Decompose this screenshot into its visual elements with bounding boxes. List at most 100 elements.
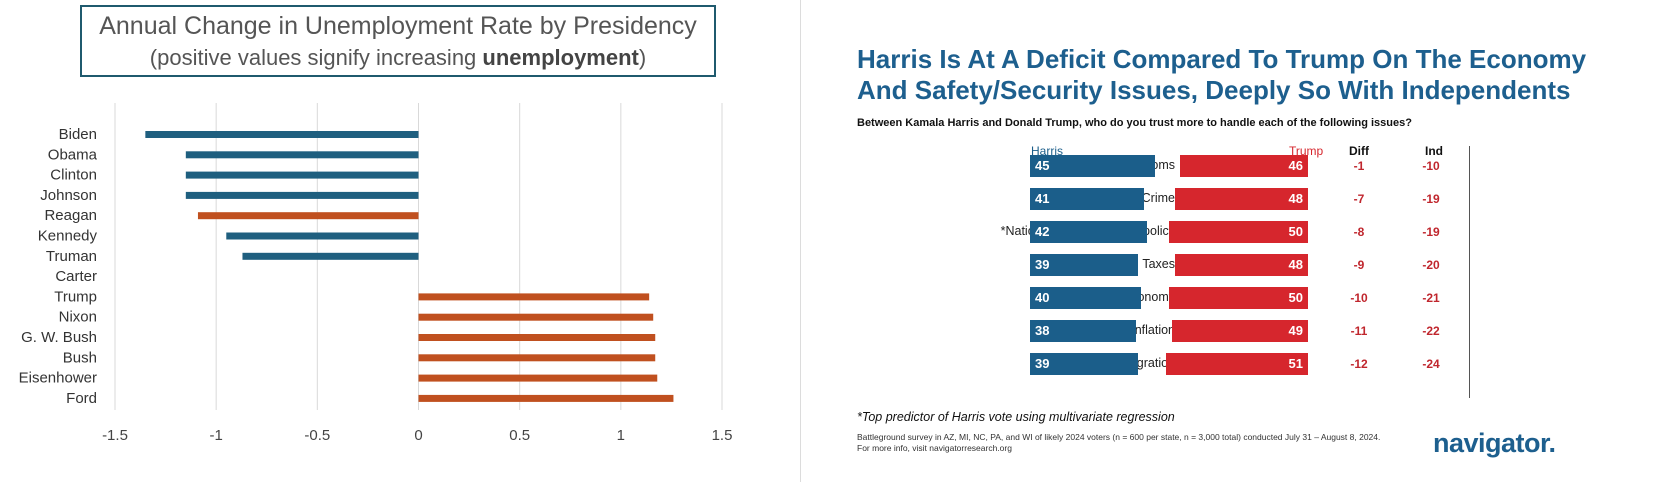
ind-value: -19 [1422,192,1440,206]
diff-value: -8 [1353,225,1365,239]
ind-column-header: Ind [1425,144,1443,158]
trump-bar: 48 [1174,188,1308,210]
category-label: Obama [48,146,98,163]
poll-row: Crime 41 48 -7 -19 [801,188,1657,210]
trump-bar: 49 [1171,320,1308,342]
panel-divider [800,0,801,482]
harris-value: 39 [1035,257,1050,272]
poll-title: Harris Is At A Deficit Compared To Trump… [857,44,1587,105]
ind-value: -22 [1422,324,1440,338]
harris-bar: 39 [1030,254,1139,276]
chart-subtitle-suffix: ) [638,45,647,70]
harris-value: 40 [1035,290,1050,305]
ind-value: -10 [1422,159,1440,173]
issue-label: Taxes [1142,257,1175,271]
poll-row: Our rights and freedoms4546-1-10 [801,155,1657,177]
trump-column-header: Trump [1289,144,1324,158]
chart-title-box: Annual Change in Unemployment Rate by Pr… [80,5,716,77]
trump-bar: 50 [1169,221,1308,243]
bar-ford [418,394,674,402]
category-label: Nixon [59,309,97,326]
poll-footnote: *Top predictor of Harris vote using mult… [857,410,1175,424]
bar-kennedy [226,232,419,240]
harris-column-header: Harris [1031,144,1063,158]
poll-row: Immigration 39 51 -12 -24 [801,353,1657,375]
chart-subtitle-prefix: (positive values signify increasing [149,45,483,70]
harris-bar: 42 [1030,221,1147,243]
unemployment-chart-panel: -1.5 -1 -0.5 0 0.5 1 1.5 Biden Obama Clinton Johns… [0,0,800,482]
poll-row: Inflation 38 49 -11 -22 [801,320,1657,342]
harris-bar: 39 [1030,353,1139,375]
bar-biden [145,131,419,138]
navigator-logo: navigator. [1433,428,1556,458]
harris-bar: 41 [1030,188,1144,210]
bar-clinton [185,171,419,179]
category-label: Ford [66,390,97,407]
bar-trump [418,293,650,301]
category-label: Trump [54,288,97,305]
issue-label: Crime [1141,191,1175,205]
diff-value: -12 [1350,357,1368,371]
category-label: Biden [59,126,97,143]
ind-value: -20 [1422,258,1440,272]
source-line-2: For more info, visit navigatorresearch.o… [857,443,1012,453]
x-tick-label: -1.5 [102,427,128,444]
ind-value: -21 [1422,291,1440,305]
diff-value: -11 [1350,324,1368,338]
category-label: Johnson [40,187,97,204]
x-tick-label: 0 [414,427,422,444]
bar-johnson [185,191,419,199]
trump-bar: 50 [1169,287,1308,309]
chart-subtitle: (positive values signify increasing unem… [82,45,714,71]
harris-value: 42 [1035,224,1050,239]
bar-g-w-bush [418,334,656,341]
category-label: Bush [63,349,97,366]
category-label: Reagan [44,207,97,224]
chart-subtitle-emphasis: unemployment [482,45,639,70]
harris-value: 39 [1035,356,1050,371]
trump-value: 50 [1288,290,1303,305]
trump-value: 49 [1288,323,1303,338]
unemployment-chart: -1.5 -1 -0.5 0 0.5 1 1.5 Biden Obama Clinton Johns… [19,103,733,444]
poll-row: Taxes 39 48 -9 -20 [801,254,1657,276]
harris-value: 41 [1035,191,1050,206]
category-label: G. W. Bush [21,329,97,346]
trump-value: 50 [1288,224,1303,239]
trump-bar: 51 [1166,353,1308,375]
bar-eisenhower [418,374,658,382]
category-label: Clinton [50,167,97,184]
harris-bar: 38 [1030,320,1136,342]
trump-bar: 46 [1180,155,1308,177]
x-tick-label: -0.5 [304,427,330,444]
x-tick-label: 1 [617,427,625,444]
harris-bar: 40 [1030,287,1142,309]
harris-value: 38 [1035,323,1050,338]
x-tick-label: 0.5 [509,427,530,444]
bar-truman [242,252,419,260]
poll-question: Between Kamala Harris and Donald Trump, … [857,117,1412,129]
poll-row: *National security/foreign policy4250-8-… [801,221,1657,243]
diff-value: -10 [1350,291,1368,305]
harris-value: 45 [1035,158,1050,173]
category-label: Eisenhower [19,370,97,387]
category-label: Carter [55,268,97,285]
trump-value: 46 [1288,158,1303,173]
trump-value: 51 [1288,356,1303,371]
harris-trump-panel: Harris Is At A Deficit Compared To Trump… [801,0,1657,482]
diff-column-header: Diff [1349,144,1369,158]
diff-value: -9 [1353,258,1365,272]
bar-reagan [197,212,419,220]
bar-nixon [418,313,654,321]
diff-value: -1 [1353,159,1365,173]
trump-value: 48 [1288,257,1303,272]
trump-value: 48 [1288,191,1303,206]
source-line-1: Battleground survey in AZ, MI, NC, PA, a… [857,432,1381,442]
x-tick-label: 1.5 [712,427,733,444]
ind-value: -19 [1422,225,1440,239]
poll-source: Battleground survey in AZ, MI, NC, PA, a… [857,432,1380,454]
category-label: Kennedy [38,228,98,245]
column-separator [1469,146,1470,398]
x-tick-label: -1 [209,427,222,444]
chart-title: Annual Change in Unemployment Rate by Pr… [99,12,697,40]
